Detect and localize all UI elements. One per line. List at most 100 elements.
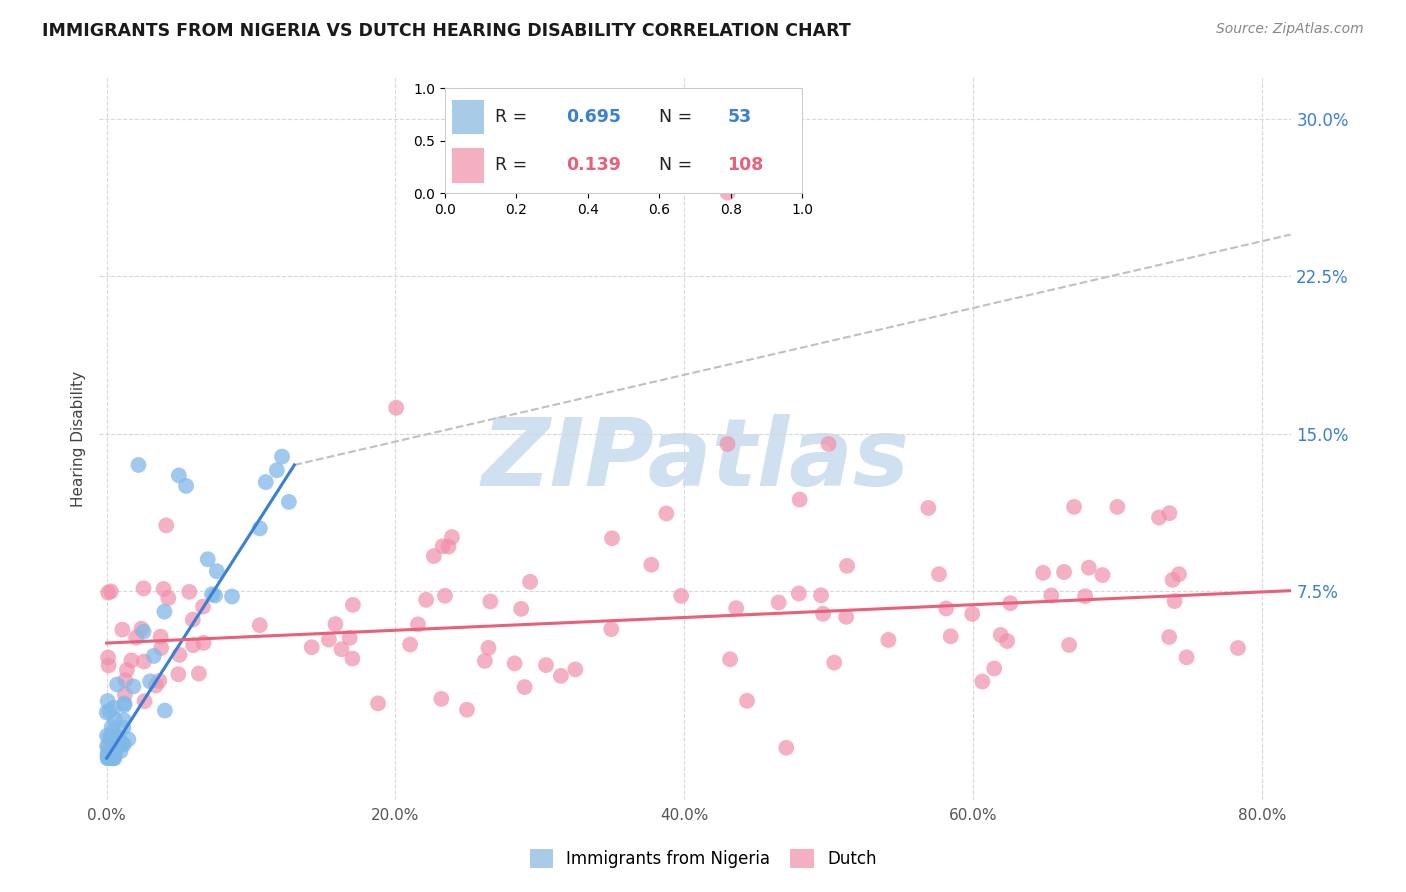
Point [1226,640,1249,655]
Point [277,495,299,509]
Point [97,585,120,599]
Point [254,475,277,489]
Point [149,630,172,644]
Point [169,648,191,662]
Point [191,599,214,614]
Point [112,721,135,735]
Point [367,697,389,711]
Point [432,539,454,553]
Point [155,518,177,533]
Point [114,688,136,702]
Text: ZIPatlas: ZIPatlas [481,415,910,507]
Point [104,747,127,762]
Point [513,680,536,694]
Point [477,640,499,655]
Point [1159,506,1181,520]
Point [97,747,120,762]
Point [456,703,478,717]
Point [1159,630,1181,644]
Point [103,751,125,765]
Point [430,691,453,706]
Point [811,607,834,621]
Point [835,610,858,624]
Point [655,507,678,521]
Point [98,730,121,744]
Point [112,713,135,727]
Point [735,694,758,708]
Point [110,736,132,750]
Point [433,589,456,603]
Point [474,654,496,668]
Point [167,468,190,483]
Point [100,584,122,599]
Point [835,558,858,573]
Point [437,540,460,554]
Point [972,674,994,689]
Point [249,521,271,535]
Point [787,586,810,600]
Point [669,589,692,603]
Y-axis label: Hearing Disability: Hearing Disability [72,371,86,507]
Point [111,738,134,752]
Point [564,662,586,676]
Point [114,698,136,712]
Point [167,667,190,681]
Point [112,738,135,752]
Point [97,694,120,708]
Point [148,673,170,688]
Point [716,437,738,451]
Point [339,631,361,645]
Point [103,701,125,715]
Point [174,479,197,493]
Point [479,594,502,608]
Point [510,602,533,616]
Point [415,593,437,607]
Point [1000,596,1022,610]
Point [112,697,135,711]
Point [101,751,124,765]
Point [271,450,294,464]
Point [1168,567,1191,582]
Point [205,564,228,578]
Point [789,492,811,507]
Point [96,706,118,720]
Point [1053,565,1076,579]
Point [1175,650,1198,665]
Point [1161,573,1184,587]
Point [103,724,125,739]
Point [983,661,1005,675]
Point [96,751,118,765]
Point [935,601,957,615]
Point [110,744,132,758]
Point [181,638,204,652]
Point [204,589,226,603]
Point [131,622,153,636]
Point [342,651,364,665]
Point [399,638,422,652]
Point [221,590,243,604]
Point [1163,594,1185,608]
Point [600,531,623,545]
Point [96,739,118,753]
Point [100,746,122,760]
Point [534,658,557,673]
Point [960,607,983,621]
Point [153,605,176,619]
Point [142,648,165,663]
Point [97,740,120,755]
Point [995,634,1018,648]
Point [107,731,129,745]
Point [725,601,748,615]
Point [877,632,900,647]
Point [768,595,790,609]
Point [114,673,136,688]
Point [134,694,156,708]
Point [193,636,215,650]
Point [150,640,173,655]
Point [928,567,950,582]
Point [120,653,142,667]
Point [519,574,541,589]
Point [98,704,121,718]
Point [115,663,138,677]
Point [122,679,145,693]
